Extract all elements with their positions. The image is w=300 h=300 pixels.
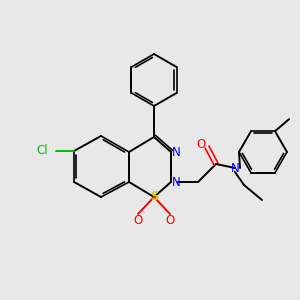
Text: N: N <box>172 176 180 188</box>
Text: Cl: Cl <box>36 145 48 158</box>
Text: S: S <box>150 190 158 203</box>
Text: O: O <box>165 214 175 226</box>
Text: O: O <box>134 214 142 226</box>
Text: O: O <box>196 137 206 151</box>
Text: N: N <box>231 161 239 175</box>
Text: N: N <box>172 146 180 158</box>
